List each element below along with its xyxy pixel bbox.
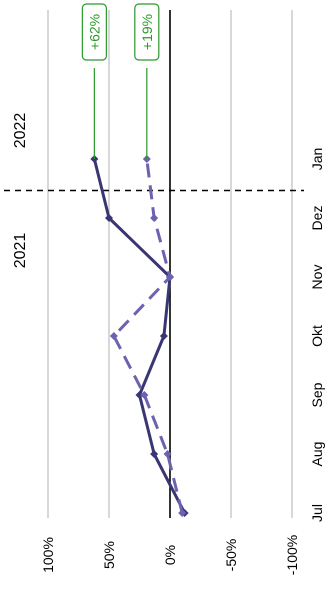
data-point <box>178 509 187 517</box>
data-point <box>159 332 168 340</box>
series-line-dashed <box>112 158 184 514</box>
category-tick-label: Nov <box>309 265 325 290</box>
series-line-solid <box>92 158 186 514</box>
tick-labels: 100% 50% 0% -50% -100% Jul Aug Sep Okt Nov Dez Jan <box>40 148 325 576</box>
data-point <box>135 391 144 399</box>
end-label-box <box>134 3 160 61</box>
category-tick-label: Sep <box>309 382 325 407</box>
grid-lines <box>47 10 293 518</box>
data-point <box>150 450 159 458</box>
end-label-box <box>81 3 107 61</box>
category-tick-label: Dez <box>309 206 325 231</box>
end-label-text: +62% <box>86 14 102 50</box>
category-tick-label: Jul <box>309 504 325 522</box>
category-tick-label: Aug <box>309 442 325 467</box>
category-tick-label: Okt <box>309 325 325 347</box>
value-tick-label: -50% <box>223 539 239 572</box>
end-labels: +62% +19% <box>81 3 160 159</box>
data-point <box>166 273 174 281</box>
data-point <box>140 391 149 399</box>
data-point <box>109 332 118 340</box>
end-label-text: +19% <box>139 14 155 50</box>
series-lines <box>90 155 189 517</box>
value-tick-label: 0% <box>162 545 178 565</box>
value-tick-label: 100% <box>40 537 56 573</box>
value-tick-label: -100% <box>284 535 300 575</box>
data-point <box>105 214 113 222</box>
category-tick-label: Jan <box>309 148 325 171</box>
value-tick-label: 50% <box>101 541 117 569</box>
data-point <box>163 450 172 458</box>
year-label-after: 2022 <box>12 113 29 149</box>
year-label-before: 2021 <box>12 233 29 269</box>
year-divider: 2021 2022 <box>4 113 304 269</box>
data-point <box>150 214 159 222</box>
